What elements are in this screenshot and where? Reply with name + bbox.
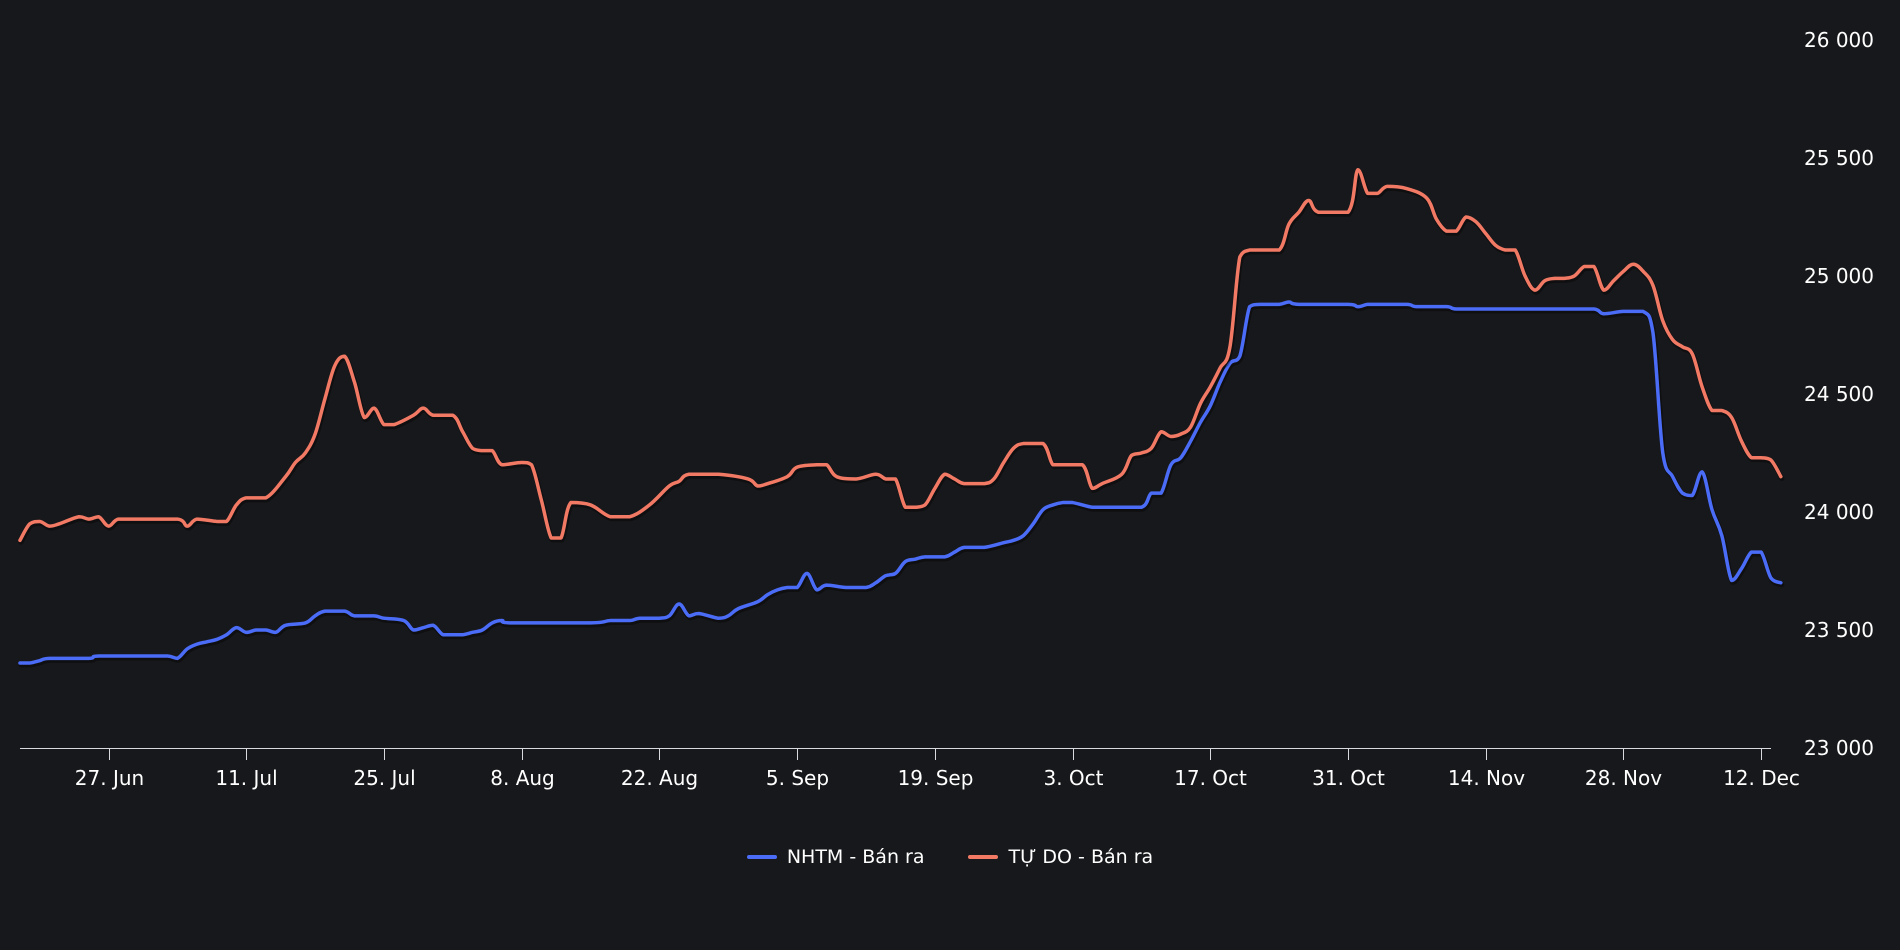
x-tick-label: 19. Sep (898, 766, 974, 790)
y-tick-label: 23 500 (1804, 618, 1874, 642)
x-tick-label: 31. Oct (1312, 766, 1385, 790)
x-tick-label: 25. Jul (353, 766, 415, 790)
y-tick-label: 25 500 (1804, 146, 1874, 170)
legend-item-tu-do[interactable]: TỰ DO - Bán ra (968, 846, 1153, 868)
series-layer (18, 168, 1785, 668)
x-tick-label: 8. Aug (490, 766, 555, 790)
y-tick-label: 26 000 (1804, 28, 1874, 52)
y-tick-label: 23 000 (1804, 736, 1874, 760)
legend-swatch-nhtm (746, 855, 777, 859)
legend-item-nhtm[interactable]: NHTM - Bán ra (746, 846, 925, 868)
x-tick-label: 17. Oct (1174, 766, 1247, 790)
x-tick-label: 11. Jul (215, 766, 277, 790)
x-tick-label: 12. Dec (1723, 766, 1800, 790)
x-axis: 27. Jun 11. Jul 25. Jul 8. Aug 22. Aug 5. Sep… (20, 748, 1800, 790)
legend: NHTM - Bán ra TỰ DO - Bán ra (0, 846, 1900, 868)
series-line-tu-do[interactable] (18, 168, 1783, 543)
x-tick-label: 22. Aug (621, 766, 698, 790)
x-tick-label: 14. Nov (1448, 766, 1525, 790)
series-line-nhtm[interactable] (18, 300, 1783, 665)
legend-swatch-tu-do (968, 855, 999, 859)
y-tick-label: 25 000 (1804, 264, 1874, 288)
legend-label-nhtm: NHTM - Bán ra (786, 846, 925, 868)
legend-label-tu-do: TỰ DO - Bán ra (1008, 846, 1154, 868)
x-tick-label: 27. Jun (75, 766, 144, 790)
x-tick-label: 5. Sep (766, 766, 829, 790)
y-axis: 23 000 23 500 24 000 24 500 25 000 25 500 26 0… (1804, 28, 1874, 760)
x-tick-label: 3. Oct (1043, 766, 1103, 790)
x-tick-label: 28. Nov (1585, 766, 1662, 790)
y-tick-label: 24 000 (1804, 500, 1874, 524)
series-shadow-tu-do (18, 169, 1785, 545)
y-tick-label: 24 500 (1804, 382, 1874, 406)
series-shadow-nhtm (18, 301, 1785, 668)
